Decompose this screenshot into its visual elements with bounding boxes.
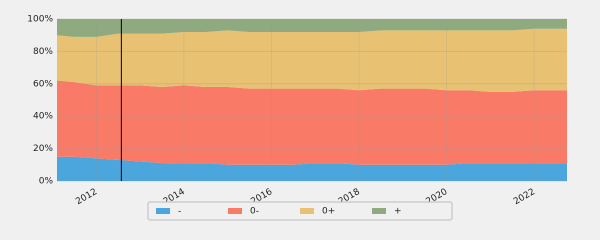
x-tick-label: 2022 bbox=[512, 187, 537, 207]
x-tick-label: 2012 bbox=[74, 187, 99, 207]
area bbox=[57, 19, 567, 37]
y-tick-label: 60% bbox=[33, 79, 53, 89]
area bbox=[57, 80, 567, 165]
legend-label: 0- bbox=[250, 207, 259, 217]
legend-swatch bbox=[156, 208, 170, 214]
y-tick-label: 0% bbox=[39, 177, 54, 187]
y-tick-label: 20% bbox=[33, 144, 53, 154]
y-tick-label: 80% bbox=[33, 47, 53, 57]
legend-label: - bbox=[178, 207, 181, 217]
area bbox=[57, 156, 567, 181]
y-tick-label: 40% bbox=[33, 112, 53, 122]
legend-swatch bbox=[300, 208, 314, 214]
legend-swatch bbox=[228, 208, 242, 214]
area bbox=[57, 28, 567, 92]
legend-label: + bbox=[394, 207, 402, 217]
legend-swatch bbox=[372, 208, 386, 214]
legend-label: 0+ bbox=[322, 207, 335, 217]
y-tick-label: 100% bbox=[27, 15, 53, 25]
legend: - 0- 0+ + bbox=[147, 201, 453, 221]
chart: 0%20%40%60%80%100%2012 2014 2016 2018 2020 20… bbox=[27, 15, 567, 221]
